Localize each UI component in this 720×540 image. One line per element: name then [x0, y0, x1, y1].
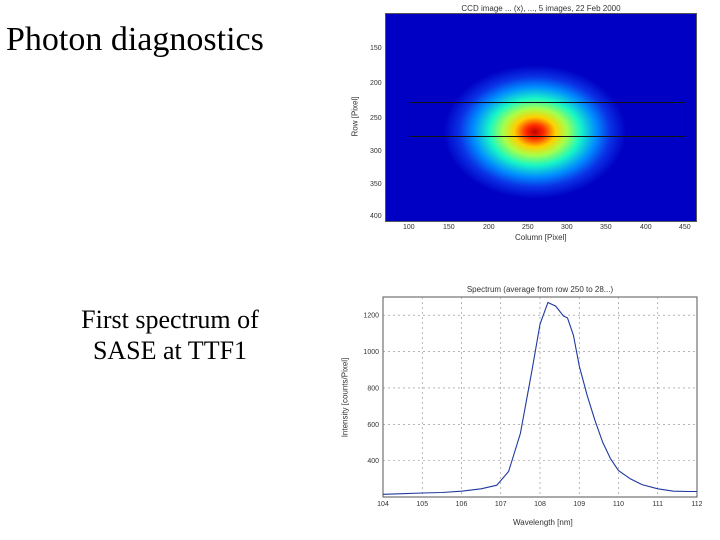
spectrum-line: [382, 301, 697, 495]
ccd-y-tick: 200: [370, 80, 382, 87]
ccd-x-tick: 100: [403, 224, 415, 231]
spectrum-x-tick-label: 104: [377, 501, 389, 508]
spectrum-x-tick-label: 111: [652, 501, 663, 508]
spectrum-x-tick-label: 106: [456, 501, 468, 508]
ccd-y-tick: 150: [370, 45, 382, 52]
ccd-region-of-interest-box: [409, 102, 686, 137]
spectrum-x-axis-label: Wavelength [nm]: [513, 518, 573, 527]
ccd-y-tick: 300: [370, 148, 382, 155]
caption-line-2: SASE at TTF1: [92, 336, 248, 365]
ccd-x-tick: 250: [522, 224, 534, 231]
spectrum-x-tick-label: 110: [613, 501, 624, 508]
spectrum-y-tick-label: 400: [367, 458, 379, 465]
spectrum-y-tick-label: 1000: [363, 349, 379, 356]
ccd-x-tick: 150: [443, 224, 455, 231]
spectrum-x-tick-label: 105: [416, 501, 428, 508]
ccd-image: [385, 13, 697, 222]
caption-line-1: First spectrum of: [81, 305, 259, 334]
spectrum-x-tick-label: 107: [495, 501, 507, 508]
ccd-x-tick: 300: [561, 224, 573, 231]
spectrum-y-tick-label: 600: [367, 422, 379, 429]
ccd-x-tick: 400: [640, 224, 652, 231]
spectrum-title: Spectrum (average from row 250 to 28...): [466, 285, 614, 294]
ccd-x-tick: 450: [679, 224, 691, 231]
spectrum-x-tick-label: 108: [534, 501, 546, 508]
ccd-y-tick: 250: [370, 115, 382, 122]
ccd-y-tick: 350: [370, 181, 382, 188]
slide-caption: First spectrum of SASE at TTF1: [30, 304, 310, 366]
ccd-x-tick: 200: [483, 224, 495, 231]
ccd-image-title: CCD image ... (x), ..., 5 images, 22 Feb…: [461, 4, 621, 13]
slide-title: Photon diagnostics: [6, 21, 264, 58]
spectrum-y-tick-label: 800: [367, 385, 379, 392]
spectrum-y-tick-label: 1200: [363, 313, 379, 320]
ccd-y-tick: 400: [370, 213, 382, 220]
ccd-x-tick: 350: [600, 224, 612, 231]
spectrum-x-tick-label: 112: [691, 501, 702, 508]
spectrum-x-tick-label: 109: [573, 501, 585, 508]
ccd-x-axis-label: Column [Pixel]: [515, 233, 567, 242]
